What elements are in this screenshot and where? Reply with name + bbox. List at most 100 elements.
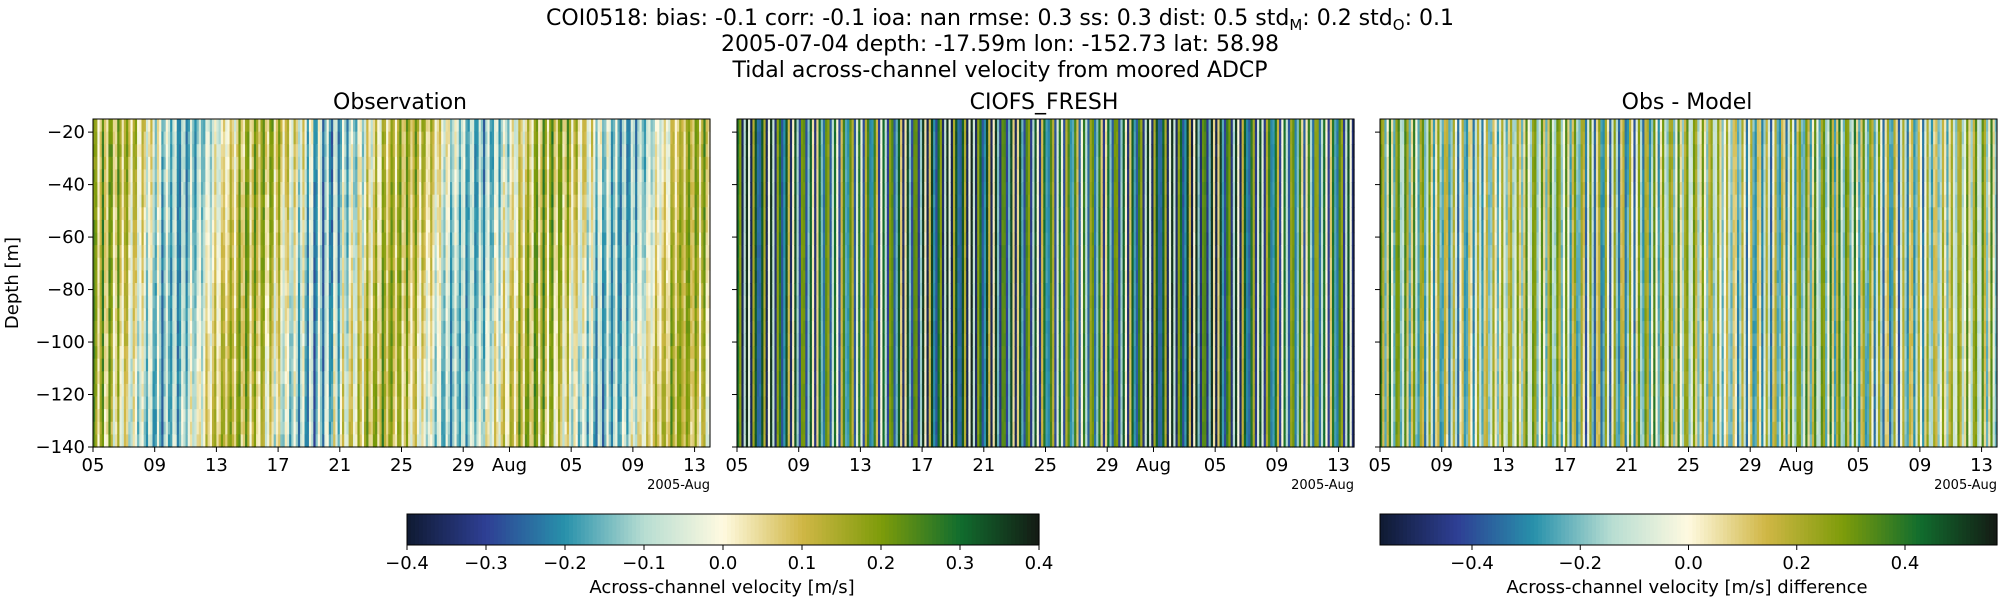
heatmap-cell <box>128 119 132 133</box>
heatmap-cell <box>115 194 118 208</box>
heatmap-cell <box>132 207 136 221</box>
heatmap-cell <box>119 131 123 145</box>
heatmap-cell <box>128 207 132 221</box>
heatmap-cell <box>132 333 136 347</box>
panel-title-model: CIOFS_FRESH <box>970 90 1119 115</box>
heatmap-cell <box>101 434 105 448</box>
heatmap-cell <box>99 245 103 259</box>
heatmap-cell <box>130 333 134 347</box>
heatmap-cell <box>101 308 105 322</box>
heatmap-cell <box>108 131 112 145</box>
heatmap-cell <box>121 232 125 246</box>
heatmap-cell <box>132 245 136 259</box>
heatmap-cell <box>104 219 107 234</box>
heatmap-cell <box>97 434 101 448</box>
heatmap-cell <box>110 333 114 347</box>
heatmap-cell <box>93 320 96 335</box>
heatmap-cell <box>123 270 127 284</box>
heatmap-cell <box>95 182 98 196</box>
heatmap-cell <box>123 131 127 145</box>
heatmap-cell <box>128 283 132 297</box>
heatmap-cell <box>126 295 129 309</box>
heatmap-cell <box>137 358 140 372</box>
heatmap-cell <box>101 169 105 183</box>
heatmap-cell <box>99 283 103 297</box>
heatmap-cell <box>128 131 132 145</box>
heatmap-cell <box>115 409 118 423</box>
heatmap-cell <box>115 346 118 360</box>
heatmap-cell <box>121 169 125 183</box>
heatmap-cell <box>130 169 134 183</box>
heatmap-cell <box>112 396 116 410</box>
heatmap-cell <box>101 383 105 398</box>
heatmap-cell <box>93 144 96 158</box>
heatmap-cell <box>112 119 116 133</box>
heatmap-cell <box>130 131 134 145</box>
heatmap-cell <box>93 358 96 372</box>
heatmap-cell <box>137 421 140 435</box>
heatmap-cell <box>123 333 127 347</box>
heatmap-cell <box>117 383 121 398</box>
heatmap-cell <box>119 119 123 133</box>
heatmap-cell <box>95 219 98 234</box>
heatmap-cell <box>110 358 114 372</box>
heatmap-cell <box>104 245 107 259</box>
heatmap-cell <box>119 346 123 360</box>
heatmap-cell <box>126 182 129 196</box>
heatmap-cell <box>117 257 121 271</box>
heatmap-cell <box>104 270 107 284</box>
heatmap-cell <box>99 270 103 284</box>
heatmap-cell <box>141 257 145 271</box>
heatmap-cell <box>104 358 107 372</box>
heatmap-cell <box>95 245 98 259</box>
heatmap-cell <box>137 371 140 385</box>
heatmap-cell <box>99 358 103 372</box>
heatmap-cell <box>132 131 136 145</box>
heatmap-cell <box>99 156 103 171</box>
heatmap-cell <box>132 396 136 410</box>
heatmap-cell <box>134 207 138 221</box>
heatmap-cell <box>115 169 118 183</box>
heatmap-cell <box>141 295 145 309</box>
heatmap-cell <box>106 308 110 322</box>
figure-subtitle: Tidal across-channel velocity from moore… <box>731 58 1267 83</box>
heatmap-cell <box>97 371 101 385</box>
heatmap-cell <box>128 421 132 435</box>
heatmap-cell <box>110 245 114 259</box>
heatmap-cell <box>119 156 123 171</box>
heatmap-cell <box>134 182 138 196</box>
heatmap-cell <box>99 320 103 335</box>
heatmap-cell <box>117 409 121 423</box>
heatmap-cell <box>130 409 134 423</box>
heatmap-cell <box>134 346 138 360</box>
heatmap-cell <box>108 283 112 297</box>
heatmap-cell <box>110 371 114 385</box>
heatmap-cell <box>95 207 98 221</box>
heatmap-cell <box>139 396 143 410</box>
heatmap-cell <box>108 308 112 322</box>
heatmap-cell <box>108 346 112 360</box>
heatmap-cell <box>99 295 103 309</box>
heatmap-cell <box>121 219 125 234</box>
heatmap-cell <box>139 119 143 133</box>
heatmap-cell <box>126 409 129 423</box>
heatmap-cell <box>121 144 125 158</box>
heatmap-cell <box>121 131 125 145</box>
heatmap-cell <box>99 346 103 360</box>
heatmap-cell <box>110 283 114 297</box>
heatmap-cell <box>139 358 143 372</box>
heatmap-cell <box>93 283 96 297</box>
heatmap-cell <box>93 434 96 448</box>
heatmap-cell <box>108 194 112 208</box>
heatmap-cell <box>137 295 140 309</box>
heatmap-cell <box>97 182 101 196</box>
heatmap-cell <box>95 194 98 208</box>
heatmap-cell <box>112 409 116 423</box>
heatmap-cell <box>108 409 112 423</box>
heatmap-cell <box>112 333 116 347</box>
heatmap-cell <box>143 257 147 271</box>
heatmap-cell <box>97 283 101 297</box>
heatmap-cell <box>101 194 105 208</box>
heatmap-cell <box>101 131 105 145</box>
heatmap-cell <box>101 409 105 423</box>
